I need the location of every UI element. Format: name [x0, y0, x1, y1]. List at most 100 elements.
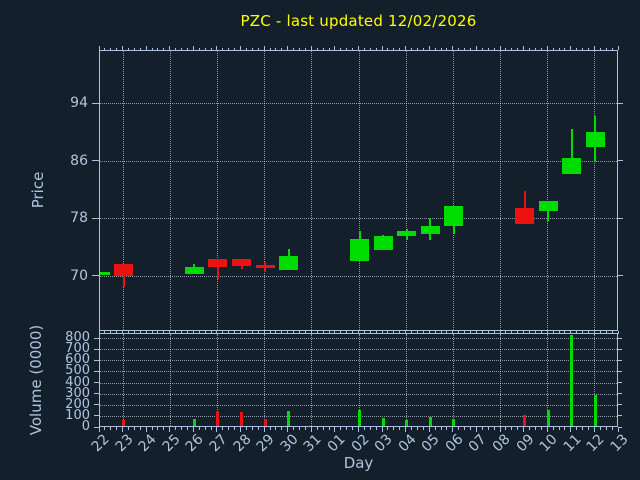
volume-tick-right: [618, 337, 622, 339]
day-minor-tick: [127, 427, 129, 430]
day-minor-tick: [151, 331, 153, 333]
price-tick: [92, 102, 99, 104]
day-gridline: [169, 51, 171, 330]
day-minor-tick: [505, 331, 507, 333]
day-minor-tick: [299, 47, 301, 50]
day-minor-tick: [540, 331, 542, 333]
day-minor-tick: [517, 47, 519, 50]
volume-bar: [428, 416, 432, 426]
candle-body: [100, 272, 110, 276]
volume-tick: [94, 393, 99, 395]
day-minor-tick: [564, 427, 566, 430]
day-minor-tick: [552, 47, 554, 50]
volume-panel: [99, 333, 618, 427]
day-minor-tick: [352, 331, 354, 333]
day-tick: [145, 46, 147, 50]
volume-bar: [523, 415, 527, 426]
day-minor-tick: [110, 331, 112, 333]
day-minor-tick: [369, 47, 371, 50]
day-minor-tick: [104, 47, 106, 50]
day-tick: [475, 427, 477, 432]
day-gridline: [264, 334, 266, 426]
day-tick: [381, 331, 383, 334]
day-tick: [216, 331, 218, 334]
volume-tick-label: 700: [65, 341, 90, 357]
day-minor-tick: [540, 427, 542, 430]
day-minor-tick: [493, 331, 495, 333]
day-minor-tick: [275, 331, 277, 333]
day-minor-tick: [234, 427, 236, 430]
candle-body: [444, 205, 464, 226]
day-minor-tick: [411, 427, 413, 430]
day-minor-tick: [127, 47, 129, 50]
day-tick: [169, 46, 171, 50]
day-minor-tick: [186, 427, 188, 430]
volume-tick-right: [618, 393, 622, 395]
day-minor-tick: [157, 47, 159, 50]
day-minor-tick: [163, 331, 165, 333]
day-tick: [192, 331, 194, 334]
day-tick: [546, 46, 548, 50]
volume-tick: [94, 415, 99, 417]
volume-bar: [570, 334, 574, 426]
day-minor-tick: [157, 331, 159, 333]
day-minor-tick: [316, 47, 318, 50]
day-gridline: [405, 334, 407, 426]
day-minor-tick: [228, 47, 230, 50]
volume-tick-label: 500: [65, 363, 90, 379]
price-tick-label: 86: [70, 152, 88, 169]
day-minor-tick: [352, 427, 354, 430]
day-minor-tick: [228, 427, 230, 430]
day-minor-tick: [375, 427, 377, 430]
day-minor-tick: [322, 331, 324, 333]
day-minor-tick: [328, 47, 330, 50]
candle-body: [184, 267, 204, 274]
day-minor-tick: [269, 47, 271, 50]
day-gridline: [264, 51, 266, 330]
day-tick: [334, 331, 336, 334]
day-tick: [617, 331, 619, 334]
day-tick: [263, 331, 265, 334]
day-minor-tick: [346, 47, 348, 50]
day-minor-tick: [340, 331, 342, 333]
day-tick: [145, 427, 147, 432]
day-minor-tick: [487, 47, 489, 50]
volume-tick-right: [618, 382, 622, 383]
day-minor-tick: [139, 47, 141, 50]
day-tick: [240, 46, 242, 50]
day-tick: [523, 46, 525, 50]
day-minor-tick: [116, 331, 118, 333]
day-gridline: [500, 334, 502, 426]
day-gridline: [216, 51, 218, 330]
day-minor-tick: [251, 331, 253, 333]
day-minor-tick: [139, 331, 141, 333]
day-tick: [428, 331, 430, 334]
day-minor-tick: [564, 47, 566, 50]
day-minor-tick: [416, 47, 418, 50]
volume-bar: [216, 411, 220, 426]
day-minor-tick: [322, 47, 324, 50]
day-minor-tick: [434, 331, 436, 333]
day-minor-tick: [127, 331, 129, 333]
day-minor-tick: [517, 427, 519, 430]
day-tick: [216, 427, 218, 432]
day-tick: [452, 427, 454, 432]
volume-bar: [546, 410, 550, 426]
day-minor-tick: [558, 331, 560, 333]
day-minor-tick: [204, 331, 206, 333]
day-minor-tick: [275, 427, 277, 430]
day-minor-tick: [110, 47, 112, 50]
day-minor-tick: [582, 47, 584, 50]
day-gridline: [311, 51, 313, 330]
day-minor-tick: [540, 47, 542, 50]
volume-bar: [405, 420, 409, 426]
day-minor-tick: [116, 427, 118, 430]
volume-tick-right: [618, 370, 622, 372]
day-minor-tick: [369, 427, 371, 430]
day-gridline: [500, 51, 502, 330]
day-tick: [405, 331, 407, 334]
day-minor-tick: [440, 427, 442, 430]
volume-tick-label: 300: [65, 385, 90, 401]
day-tick: [263, 427, 265, 432]
